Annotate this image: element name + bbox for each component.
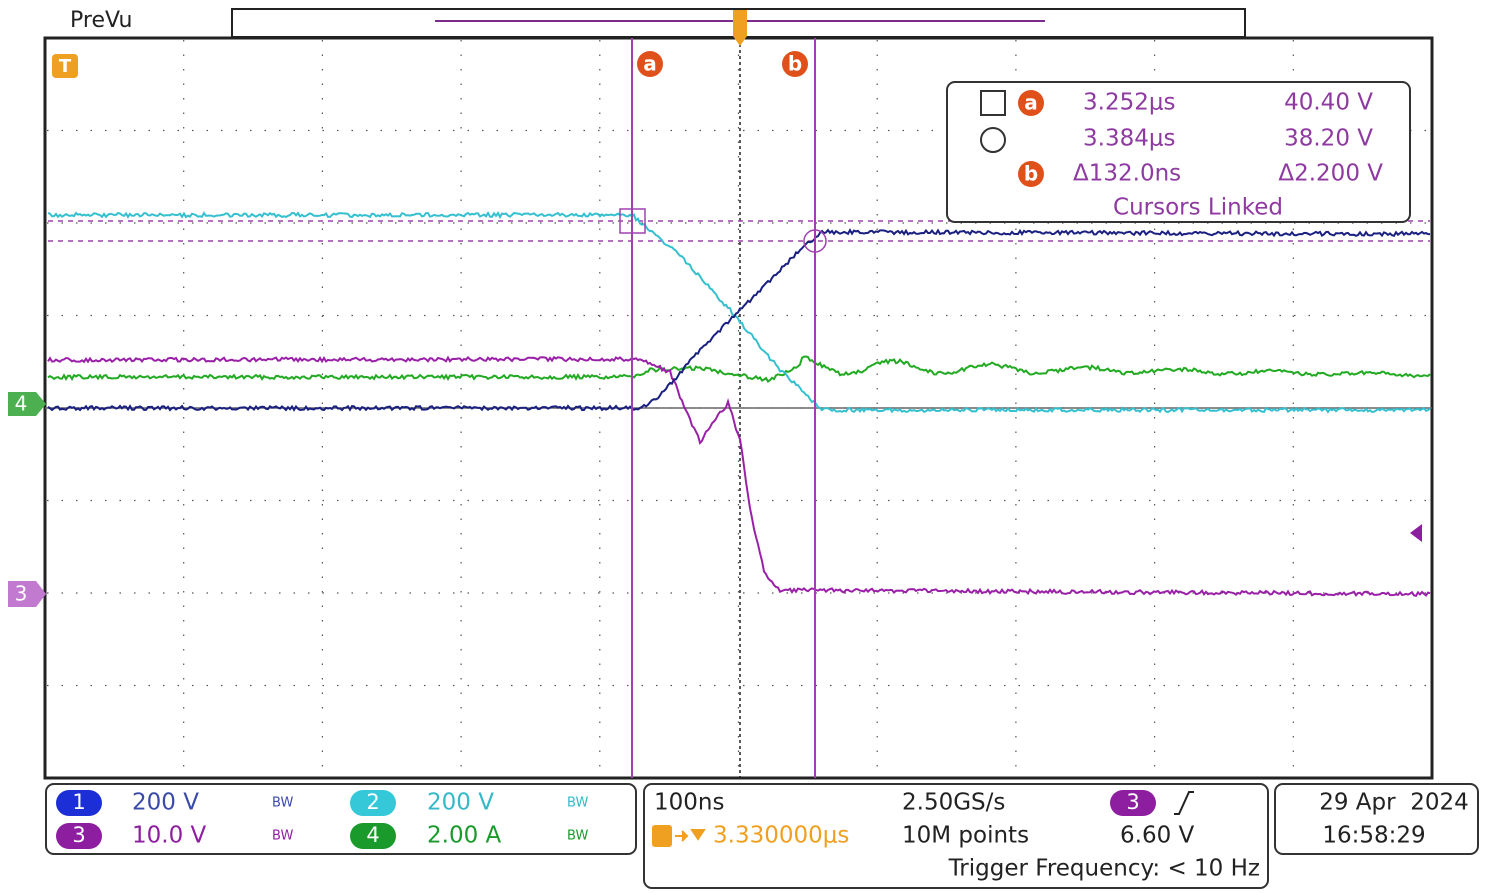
ch3-badge: [56, 823, 102, 849]
ch3-marker: [8, 581, 46, 607]
cursor-a-badge-text: a: [643, 52, 657, 76]
ch4-setting[interactable]: 4 2.00 A BW: [350, 823, 588, 850]
ch2-number: 2: [366, 790, 379, 814]
ch4-marker-text: 4: [15, 392, 28, 416]
timebase: 100ns: [654, 790, 724, 816]
ch2-badge: [350, 790, 396, 816]
ch4-bw: BW: [567, 829, 588, 844]
ch4-number: 4: [366, 823, 379, 847]
ch1-bw: BW: [272, 796, 293, 811]
trigger-source-badge: [1110, 790, 1156, 816]
ch4-trace: [47, 355, 1431, 383]
date: 29 Apr 2024: [1319, 790, 1469, 816]
cursor-readout: [946, 81, 1411, 223]
sample-rate: 2.50GS/s: [902, 790, 1005, 816]
rising-edge-icon: [1174, 791, 1194, 815]
ch2-bw: BW: [567, 796, 588, 811]
ch2-setting[interactable]: 2 200 V BW: [350, 790, 588, 817]
channel-panel[interactable]: [45, 783, 637, 855]
trigger-source: 3: [1126, 790, 1139, 814]
readout-b-badge: [1018, 161, 1044, 187]
cursor-b-badge: [782, 51, 808, 77]
ch4-badge: [350, 823, 396, 849]
b-value: 38.20 V: [1284, 126, 1373, 152]
ch1-badge: [56, 790, 102, 816]
b-time: 3.384μs: [1083, 126, 1175, 152]
record-length: 10M points: [902, 823, 1029, 849]
a-value: 40.40 V: [1284, 90, 1373, 116]
trigger-level-marker: [1410, 524, 1422, 542]
readout-a-text: a: [1024, 91, 1038, 115]
readout-b-text: b: [1024, 162, 1038, 186]
position-arrow: [675, 829, 706, 842]
ch3-setting[interactable]: 3 10.0 V BW: [56, 823, 293, 850]
ch3-marker-text: 3: [15, 582, 28, 606]
cursor-a-badge: [637, 51, 663, 77]
cursor-b-circle: [803, 229, 827, 253]
time: 16:58:29: [1322, 823, 1425, 849]
trigger-level: 6.60 V: [1120, 823, 1195, 849]
ch2-trace: [47, 210, 1431, 414]
ch3-number: 3: [72, 823, 85, 847]
cursor-a-box: [619, 208, 646, 234]
horizontal-position: 3.330000μs: [713, 823, 849, 849]
position-trigger-icon: [652, 825, 672, 847]
trigger-frequency: Trigger Frequency: < 10 Hz: [948, 856, 1260, 882]
cursors-linked: Cursors Linked: [1113, 195, 1283, 221]
trigger-badge-text: T: [59, 56, 72, 77]
acquisition-panel[interactable]: [643, 783, 1269, 889]
ch2-scale: 200 V: [427, 790, 494, 816]
ch1-trace: [47, 228, 1431, 412]
ch4-scale: 2.00 A: [427, 823, 502, 849]
delta-value: Δ2.200 V: [1278, 161, 1383, 187]
ch1-number: 1: [72, 790, 85, 814]
prevu-label: PreVu: [70, 8, 132, 33]
readout-a-badge: [1018, 90, 1044, 116]
cursor-b-badge-text: b: [788, 52, 802, 76]
datetime-panel: [1274, 783, 1479, 855]
ch1-setting[interactable]: 1 200 V BW: [56, 790, 293, 817]
ch3-scale: 10.0 V: [132, 823, 207, 849]
a-time: 3.252μs: [1083, 90, 1175, 116]
trigger-badge: [52, 54, 78, 78]
ch1-scale: 200 V: [132, 790, 199, 816]
ch4-marker: [8, 392, 46, 416]
waveforms: [47, 210, 1431, 598]
ch3-bw: BW: [272, 829, 293, 844]
circle-icon: [980, 127, 1006, 153]
delta-time: Δ132.0ns: [1073, 161, 1181, 187]
square-icon: [980, 90, 1006, 116]
ch3-trace: [47, 355, 1431, 598]
trigger-position-marker: [733, 10, 747, 46]
